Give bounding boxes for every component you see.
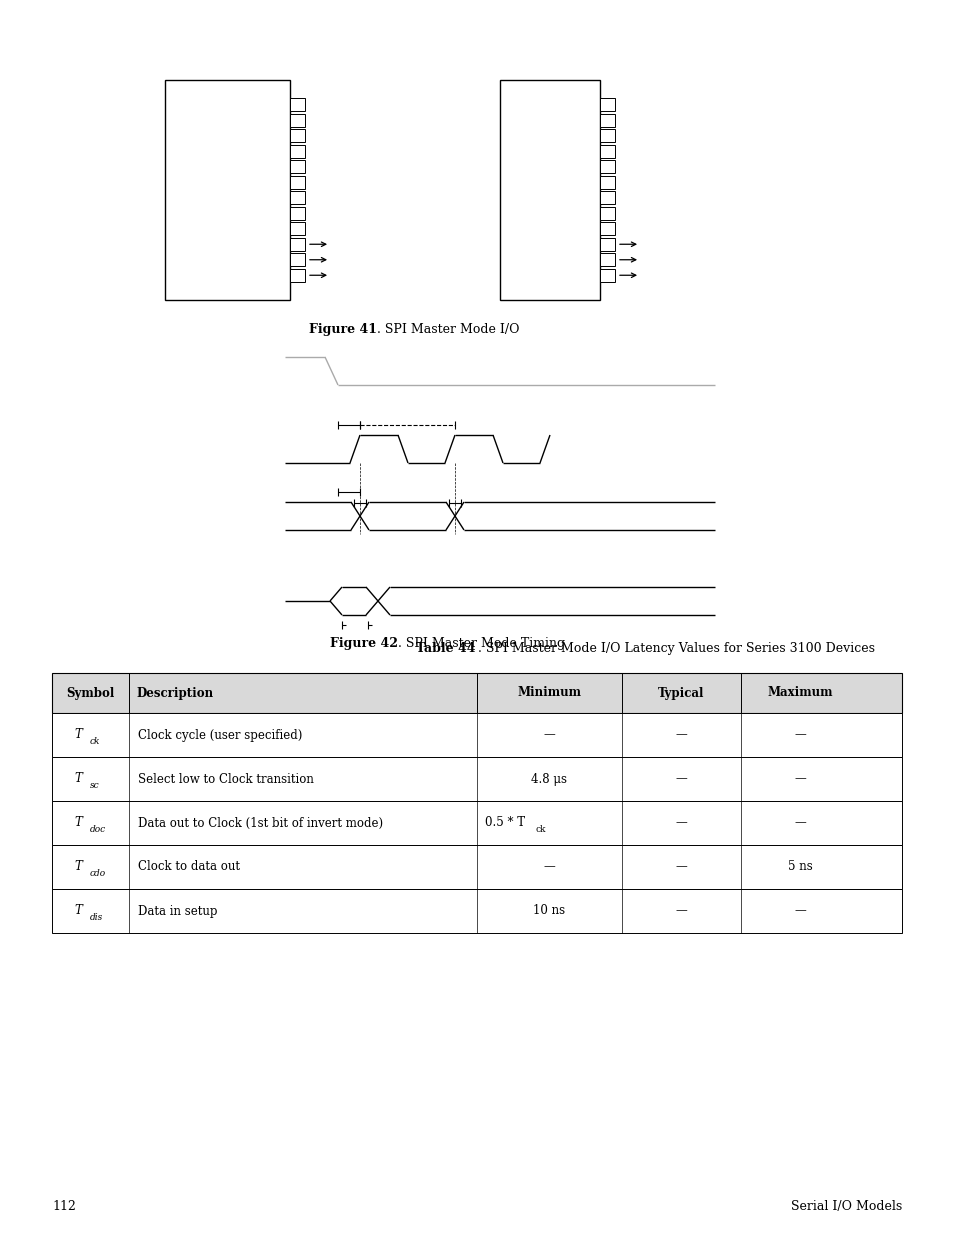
Text: Data in setup: Data in setup xyxy=(137,904,216,918)
Text: T: T xyxy=(74,772,83,784)
Bar xyxy=(290,99,305,111)
Text: Clock cycle (user specified): Clock cycle (user specified) xyxy=(137,729,301,741)
Text: doc: doc xyxy=(90,825,106,834)
Text: T: T xyxy=(74,904,83,916)
Text: —: — xyxy=(793,904,805,918)
Bar xyxy=(52,889,901,932)
Bar xyxy=(52,757,901,802)
Text: —: — xyxy=(675,904,686,918)
Text: ck: ck xyxy=(535,825,545,834)
Bar xyxy=(599,222,615,235)
Text: Minimum: Minimum xyxy=(517,687,580,699)
Bar xyxy=(290,130,305,142)
Text: Clock to data out: Clock to data out xyxy=(137,861,239,873)
Text: —: — xyxy=(675,773,686,785)
Bar xyxy=(290,144,305,158)
Text: Table 44: Table 44 xyxy=(416,642,476,655)
Text: Typical: Typical xyxy=(658,687,703,699)
Bar xyxy=(599,175,615,189)
Text: —: — xyxy=(793,773,805,785)
Text: 5 ns: 5 ns xyxy=(787,861,812,873)
Text: . SPI Master Mode Timing: . SPI Master Mode Timing xyxy=(397,637,564,650)
Text: 0.5 * T: 0.5 * T xyxy=(484,816,524,830)
Text: sc: sc xyxy=(90,781,99,789)
Bar xyxy=(52,713,901,757)
Bar xyxy=(290,222,305,235)
Bar xyxy=(599,206,615,220)
Text: Figure 42: Figure 42 xyxy=(330,637,397,650)
Text: —: — xyxy=(675,816,686,830)
Text: ck: ck xyxy=(90,736,100,746)
Text: T: T xyxy=(74,815,83,829)
Bar xyxy=(290,191,305,204)
Text: T: T xyxy=(74,727,83,741)
Text: Serial I/O Models: Serial I/O Models xyxy=(790,1200,901,1213)
Text: Maximum: Maximum xyxy=(766,687,832,699)
Bar xyxy=(290,206,305,220)
Text: —: — xyxy=(793,729,805,741)
Bar xyxy=(52,845,901,889)
Bar xyxy=(52,673,901,713)
Bar xyxy=(290,238,305,251)
Bar xyxy=(599,99,615,111)
Text: . SPI Master Mode I/O: . SPI Master Mode I/O xyxy=(376,324,519,336)
Bar xyxy=(599,191,615,204)
Text: —: — xyxy=(793,816,805,830)
Bar xyxy=(599,161,615,173)
Text: . SPI Master Mode I/O Latency Values for Series 3100 Devices: . SPI Master Mode I/O Latency Values for… xyxy=(477,642,874,655)
Bar xyxy=(290,269,305,282)
Text: —: — xyxy=(675,729,686,741)
Bar xyxy=(599,238,615,251)
Text: Select low to Clock transition: Select low to Clock transition xyxy=(137,773,313,785)
Bar xyxy=(290,175,305,189)
Text: —: — xyxy=(675,861,686,873)
Text: cdo: cdo xyxy=(90,868,106,878)
Bar xyxy=(52,802,901,845)
Bar xyxy=(290,161,305,173)
Text: 10 ns: 10 ns xyxy=(533,904,565,918)
Text: T: T xyxy=(74,860,83,872)
Bar xyxy=(599,114,615,127)
Text: —: — xyxy=(543,729,555,741)
Text: 112: 112 xyxy=(52,1200,76,1213)
Text: Symbol: Symbol xyxy=(66,687,114,699)
Text: —: — xyxy=(543,861,555,873)
Bar xyxy=(290,114,305,127)
Bar xyxy=(499,80,599,300)
Text: Description: Description xyxy=(136,687,213,699)
Bar xyxy=(599,269,615,282)
Bar xyxy=(599,144,615,158)
Text: Data out to Clock (1st bit of invert mode): Data out to Clock (1st bit of invert mod… xyxy=(137,816,382,830)
Bar xyxy=(165,80,290,300)
Bar xyxy=(290,253,305,267)
Bar xyxy=(599,130,615,142)
Bar xyxy=(599,253,615,267)
Text: 4.8 μs: 4.8 μs xyxy=(531,773,567,785)
Text: dis: dis xyxy=(90,913,103,921)
Text: Figure 41: Figure 41 xyxy=(309,324,376,336)
